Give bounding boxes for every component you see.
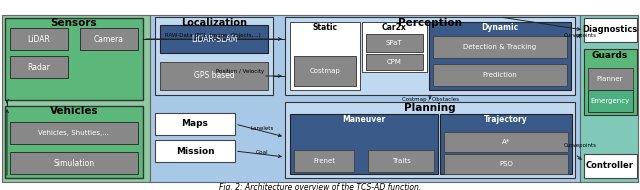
Text: CPM: CPM [387,59,401,65]
Bar [155,17,273,95]
Text: Frenet: Frenet [313,158,335,164]
Bar [444,132,568,152]
Text: A*: A* [502,139,510,145]
Text: Goal: Goal [256,150,268,155]
Bar [5,106,143,178]
Text: Planner: Planner [596,76,623,82]
Bar [433,64,567,86]
Bar [368,150,434,172]
Text: Camera: Camera [94,35,124,44]
Text: Vehicles, Shuttles,...: Vehicles, Shuttles,... [38,130,109,136]
Bar [580,15,638,182]
Text: Costmap: Costmap [310,68,340,74]
Bar [290,114,438,174]
Text: LiDAR: LiDAR [28,35,51,44]
Bar [440,114,572,174]
Text: Lanelets: Lanelets [250,126,274,131]
Bar [5,18,143,100]
Text: Costmap / Obstacles: Costmap / Obstacles [401,97,458,101]
Bar [429,22,571,90]
Text: Sensors: Sensors [51,18,97,28]
Bar [155,113,235,135]
Text: Traits: Traits [392,158,410,164]
Bar [10,56,68,78]
Text: Vehicles: Vehicles [50,106,99,116]
Bar [584,49,637,115]
Bar [584,154,637,178]
Bar [155,140,235,162]
Bar [362,22,427,72]
Text: Simulation: Simulation [53,158,95,168]
Bar [366,54,423,70]
Bar [294,150,354,172]
Text: Dynamic: Dynamic [481,22,518,32]
Text: Emergency: Emergency [590,98,630,104]
Bar [10,28,68,50]
Text: Mission: Mission [176,146,214,155]
Text: Trajectory: Trajectory [484,115,528,124]
Text: Static: Static [312,22,337,32]
Bar [285,17,575,95]
Bar [10,152,138,174]
Text: Localization: Localization [181,18,247,28]
Bar [584,18,637,42]
Bar [444,154,568,174]
Bar [366,34,423,52]
Bar [294,56,356,86]
Bar [10,122,138,144]
Text: Diagnostics: Diagnostics [582,25,637,35]
Text: Prediction: Prediction [483,72,517,78]
Text: Perception: Perception [398,18,462,28]
Text: PSO: PSO [499,161,513,167]
Text: Maneuver: Maneuver [342,115,386,124]
Text: Position / Velocity: Position / Velocity [216,70,264,74]
Bar [160,62,268,90]
Text: Fig. 2: Architecture overview of the TCS-AD function.: Fig. 2: Architecture overview of the TCS… [219,183,421,190]
Text: SPaT: SPaT [386,40,403,46]
Bar [285,102,575,178]
Text: Planning: Planning [404,103,456,113]
Text: Maps: Maps [182,120,209,128]
Bar [290,22,360,90]
Text: Guards: Guards [592,51,628,59]
Text: Radar: Radar [28,63,51,71]
Bar [80,28,138,50]
Text: RAW-Data (PCL, Image, Objects,...): RAW-Data (PCL, Image, Objects,...) [165,32,261,37]
Text: Curvepoints: Curvepoints [563,143,596,149]
Bar [588,90,633,112]
Bar [160,25,268,53]
Bar [150,15,580,182]
Bar [2,15,150,182]
Text: Detection & Tracking: Detection & Tracking [463,44,536,50]
Bar [433,36,567,58]
Text: Controller: Controller [586,162,634,170]
Text: Car2x: Car2x [381,22,406,32]
Text: GPS based: GPS based [194,71,234,81]
Text: LiDAR-SLAM: LiDAR-SLAM [191,35,237,44]
Text: Curvepoints: Curvepoints [563,32,596,37]
Bar [588,68,633,90]
